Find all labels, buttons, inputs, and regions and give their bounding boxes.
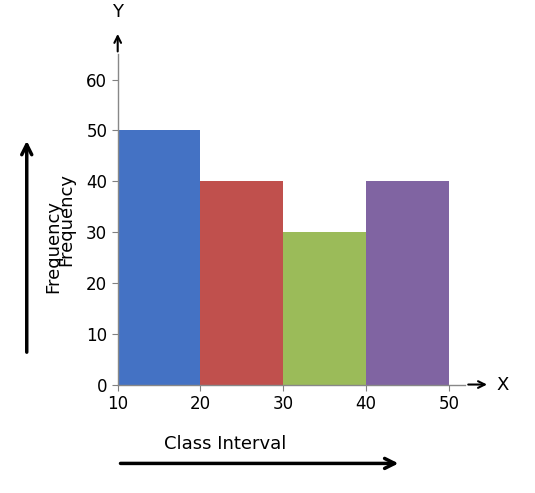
Bar [201,181,284,385]
Y-axis label: Frequency: Frequency [57,173,75,266]
Bar [366,181,449,385]
Text: Frequency: Frequency [44,200,63,293]
Text: Y: Y [112,3,123,21]
Text: X: X [496,376,509,393]
Text: Class Interval: Class Interval [164,435,286,453]
Bar [118,131,201,385]
Bar [284,232,366,385]
